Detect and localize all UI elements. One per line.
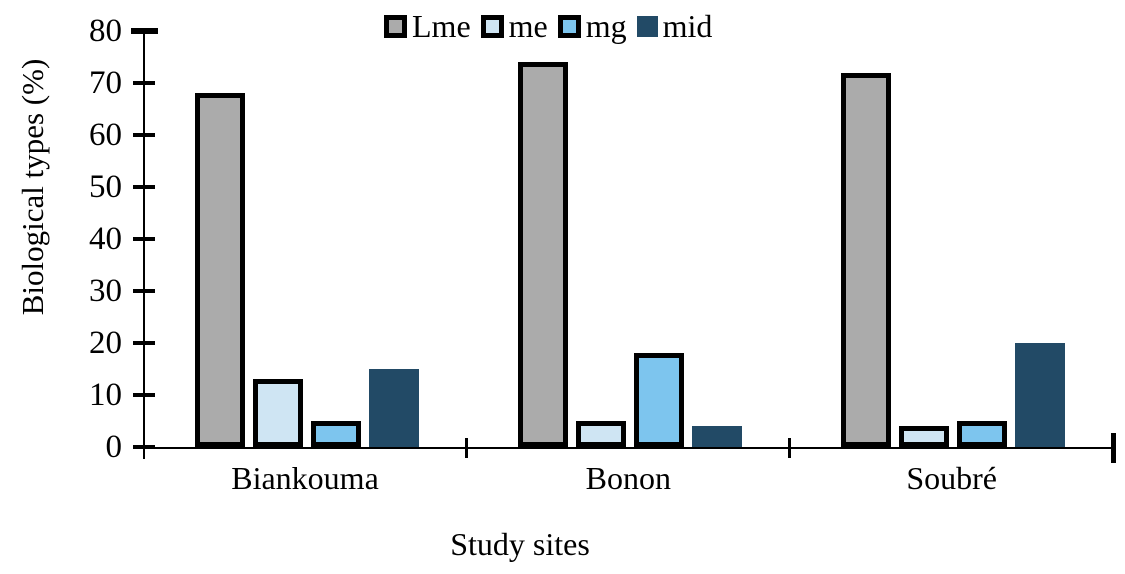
legend-item-mid: mid xyxy=(636,6,713,46)
y-axis-tick xyxy=(133,133,155,137)
x-axis-label: Study sites xyxy=(450,526,590,562)
legend: Lme me mg mid xyxy=(384,3,712,49)
legend-swatch-mid xyxy=(636,15,658,37)
bar-me-soubre xyxy=(899,426,950,447)
x-axis-tick xyxy=(788,438,792,458)
category-label-biankouma: Biankouma xyxy=(231,460,379,496)
legend-item-me: me xyxy=(480,6,548,46)
bar-group-bonon xyxy=(468,62,791,447)
legend-item-mg: mg xyxy=(557,6,627,46)
y-tick-label: 80 xyxy=(89,13,122,49)
y-tick-label: 10 xyxy=(89,377,122,413)
bar-mid-bonon xyxy=(691,426,742,447)
x-axis-tick xyxy=(1110,433,1116,463)
y-axis-tick xyxy=(133,237,155,241)
bar-mg-biankouma xyxy=(310,421,361,447)
legend-item-lme: Lme xyxy=(384,6,471,46)
legend-label-mg: mg xyxy=(585,8,627,44)
y-axis-tick xyxy=(133,393,155,397)
y-tick-label: 40 xyxy=(89,221,122,257)
y-axis-tick xyxy=(133,289,155,293)
y-tick-label: 0 xyxy=(105,429,123,465)
legend-swatch-mg xyxy=(557,14,581,38)
bar-mg-soubre xyxy=(957,421,1008,447)
plot-area xyxy=(131,28,1115,449)
bar-mid-soubre xyxy=(1015,343,1066,447)
bar-group-soubre xyxy=(792,73,1115,447)
bar-me-biankouma xyxy=(252,379,303,447)
x-axis-tick xyxy=(464,438,468,458)
bar-mid-biankouma xyxy=(368,369,419,447)
category-label-bonon: Bonon xyxy=(585,460,671,496)
bar-me-bonon xyxy=(575,421,626,447)
y-tick-label: 60 xyxy=(89,117,122,153)
y-axis-tick xyxy=(133,185,155,189)
bar-mg-bonon xyxy=(633,353,684,447)
category-label-soubre: Soubré xyxy=(906,460,997,496)
y-tick-label: 20 xyxy=(89,325,122,361)
bar-lme-biankouma xyxy=(194,93,245,447)
y-tick-label: 50 xyxy=(89,169,122,205)
y-tick-label: 30 xyxy=(89,273,122,309)
y-axis-origin-stub xyxy=(143,447,145,459)
y-axis-tick xyxy=(131,28,158,34)
legend-label-me: me xyxy=(508,8,548,44)
bar-lme-bonon xyxy=(517,62,568,447)
bar-lme-soubre xyxy=(841,73,892,447)
legend-label-mid: mid xyxy=(662,8,713,44)
legend-swatch-lme xyxy=(384,14,407,38)
legend-swatch-me xyxy=(480,14,504,38)
y-tick-label: 70 xyxy=(89,65,122,101)
y-axis-tick xyxy=(133,81,155,85)
bar-group-biankouma xyxy=(145,93,468,447)
y-axis-tick xyxy=(133,341,155,345)
legend-label-lme: Lme xyxy=(412,8,471,44)
